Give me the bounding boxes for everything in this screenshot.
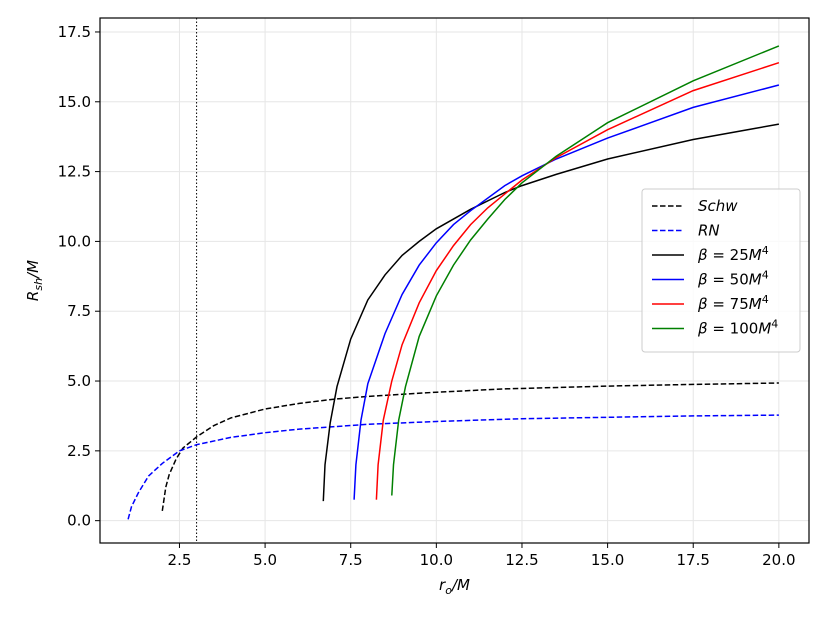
y-tick-label: 5.0 [67, 372, 91, 390]
legend-label-5: β = 100M4 [697, 318, 778, 338]
x-tick-label: 15.0 [591, 551, 624, 569]
series-group [127, 45, 780, 520]
x-axis-label: ro/M [439, 576, 470, 597]
legend-label-0: Schw [698, 197, 738, 215]
y-tick-label: 7.5 [67, 302, 91, 320]
series-line-5 [391, 45, 780, 496]
series-line-3 [353, 84, 780, 500]
x-ticks: 2.5 5.0 7.5 10.0 12.5 15.0 17.5 20.0 [168, 543, 796, 569]
series-line-4 [375, 61, 780, 500]
series-line-0 [161, 382, 779, 512]
legend-label-1: RN [698, 222, 720, 240]
x-tick-label: 17.5 [677, 551, 710, 569]
y-tick-label: 10.0 [58, 232, 91, 250]
x-tick-label: 5.0 [253, 551, 277, 569]
legend: Schw RN β = 25M4 β = 50M4 β = 75M4 β = 100M4 [641, 188, 801, 353]
y-tick-label: 12.5 [58, 163, 91, 181]
y-tick-label: 0.0 [67, 512, 91, 530]
y-tick-label: 15.0 [58, 93, 91, 111]
legend-label-2: β = 25M4 [697, 244, 769, 264]
y-tick-label: 2.5 [67, 442, 91, 460]
legend-label-3: β = 50M4 [697, 269, 769, 289]
x-tick-label: 10.0 [420, 551, 453, 569]
plot-frame [99, 17, 810, 544]
y-ticks: 0.0 2.5 5.0 7.5 10.0 12.5 15.0 17.5 [58, 23, 100, 530]
series-line-2 [322, 123, 780, 502]
series-line-1 [127, 414, 779, 520]
y-axis-label: Rsh/M [24, 260, 45, 301]
y-tick-label: 17.5 [58, 23, 91, 41]
x-tick-label: 20.0 [762, 551, 795, 569]
x-tick-label: 7.5 [339, 551, 363, 569]
x-tick-label: 12.5 [505, 551, 538, 569]
grid [100, 18, 809, 543]
legend-label-4: β = 75M4 [697, 293, 769, 313]
x-tick-label: 2.5 [168, 551, 192, 569]
